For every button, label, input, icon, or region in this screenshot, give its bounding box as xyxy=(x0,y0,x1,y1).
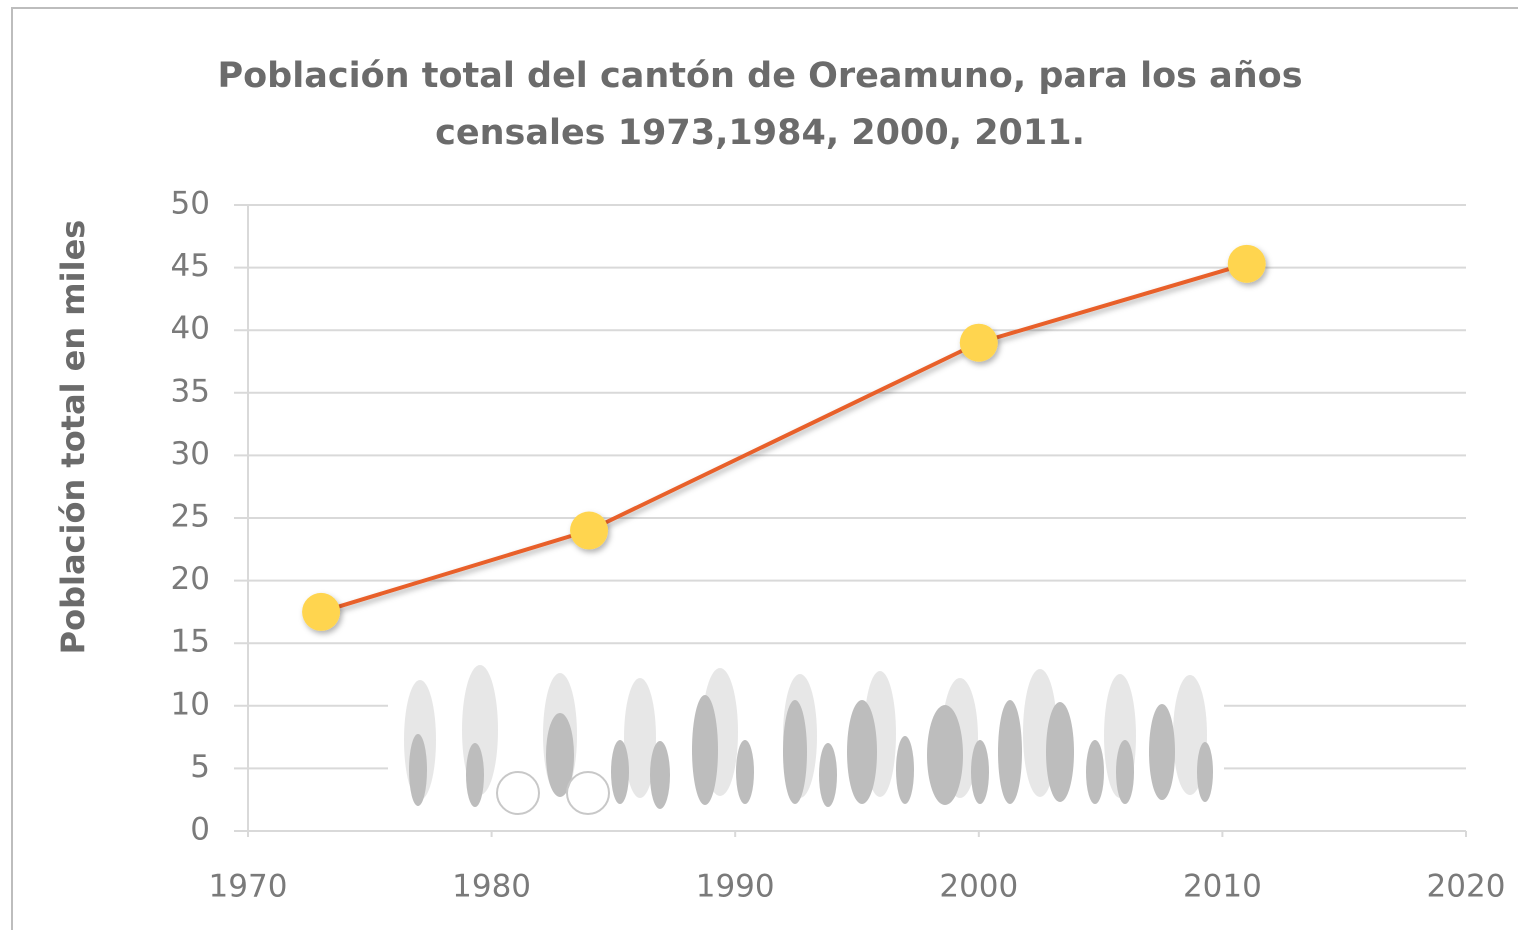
y-tick-label: 15 xyxy=(171,624,210,660)
data-point xyxy=(960,324,998,362)
x-tick-label: 2000 xyxy=(939,869,1018,905)
x-tick-label: 2010 xyxy=(1183,869,1262,905)
data-point xyxy=(570,512,608,550)
y-tick-label: 30 xyxy=(171,436,210,472)
data-point xyxy=(302,593,340,631)
y-tick-label: 35 xyxy=(171,373,210,409)
y-tick-label: 20 xyxy=(171,561,210,597)
y-tick-label: 45 xyxy=(171,248,210,284)
page: Población total en miles 0 5 10 15 20 25 30 35 4… xyxy=(0,0,1518,930)
y-tick-label: 10 xyxy=(171,686,210,722)
x-tick-label: 2020 xyxy=(1427,869,1506,905)
chart-title: Población total del cantón de Oreamuno, … xyxy=(200,48,1320,162)
data-point xyxy=(1228,245,1266,283)
x-tick-label: 1980 xyxy=(452,869,531,905)
y-tick-label: 5 xyxy=(190,749,210,785)
y-tick-label: 25 xyxy=(171,499,210,535)
y-axis-label: Población total en miles xyxy=(54,220,92,655)
people-silhouettes xyxy=(388,665,1224,818)
x-tick-label: 1990 xyxy=(696,869,775,905)
marks xyxy=(302,245,1266,631)
y-tick-label: 50 xyxy=(171,186,210,222)
y-tick-label: 40 xyxy=(171,311,210,347)
data-line xyxy=(321,264,1247,612)
y-tick-label: 0 xyxy=(190,812,210,848)
x-tick-label: 1970 xyxy=(209,869,288,905)
